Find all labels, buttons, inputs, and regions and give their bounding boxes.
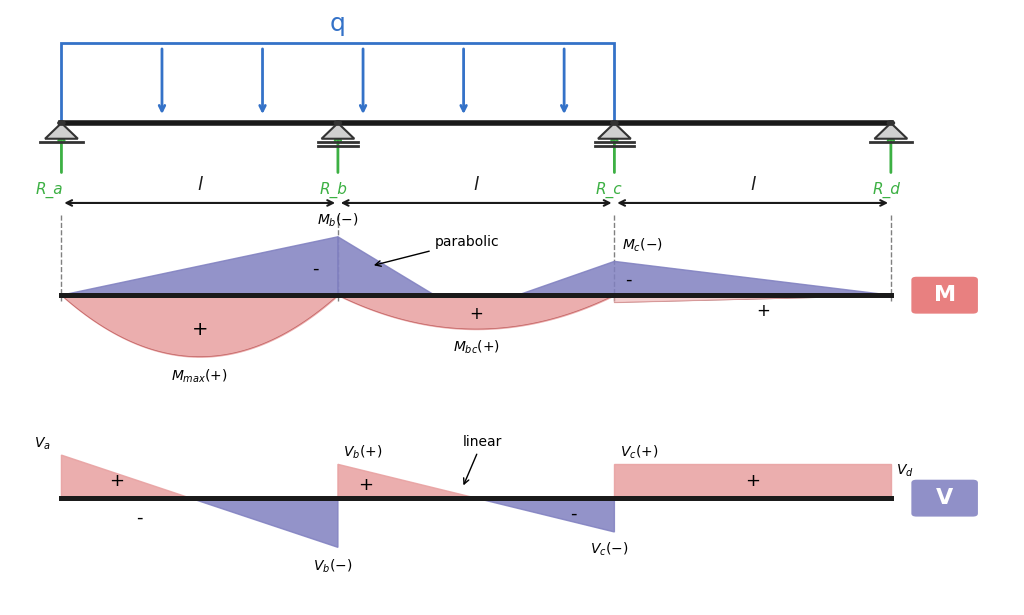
Text: V: V — [936, 488, 953, 508]
Text: $M_b(-)$: $M_b(-)$ — [317, 212, 358, 229]
FancyBboxPatch shape — [911, 277, 978, 314]
Text: l: l — [751, 176, 755, 194]
Text: q: q — [330, 12, 346, 36]
Text: $V_b(-)$: $V_b(-)$ — [313, 557, 352, 574]
Text: +: + — [191, 320, 208, 338]
Text: parabolic: parabolic — [375, 234, 500, 266]
Text: -: - — [569, 504, 577, 522]
Text: R_d: R_d — [872, 181, 900, 197]
Text: $V_c(-)$: $V_c(-)$ — [590, 541, 629, 558]
FancyBboxPatch shape — [911, 480, 978, 517]
Polygon shape — [598, 123, 631, 139]
Text: linear: linear — [462, 435, 502, 484]
Polygon shape — [476, 498, 614, 532]
Text: -: - — [625, 271, 632, 289]
Polygon shape — [61, 237, 338, 295]
Text: $V_a$: $V_a$ — [35, 435, 51, 452]
Polygon shape — [61, 455, 190, 498]
Text: +: + — [469, 305, 483, 323]
Text: $M_{max}(+)$: $M_{max}(+)$ — [171, 368, 228, 385]
Text: +: + — [745, 472, 760, 490]
Text: l: l — [198, 176, 202, 194]
Text: +: + — [756, 301, 770, 320]
Polygon shape — [614, 295, 891, 303]
Text: $V_b(+)$: $V_b(+)$ — [343, 444, 382, 461]
Circle shape — [610, 121, 618, 125]
Text: R_b: R_b — [319, 181, 347, 197]
Text: l: l — [474, 176, 478, 194]
Circle shape — [887, 121, 895, 125]
Circle shape — [57, 121, 66, 125]
Text: $M_c(-)$: $M_c(-)$ — [622, 237, 663, 254]
Text: R_c: R_c — [596, 181, 623, 197]
Text: +: + — [110, 472, 124, 490]
Polygon shape — [338, 464, 476, 498]
Text: $M_{bc}(+)$: $M_{bc}(+)$ — [453, 339, 500, 356]
Text: M: M — [934, 285, 955, 305]
Text: R_a: R_a — [36, 181, 63, 197]
Text: $V_c(+)$: $V_c(+)$ — [620, 444, 658, 461]
Text: $V_d$: $V_d$ — [896, 462, 913, 478]
Polygon shape — [190, 498, 338, 547]
Polygon shape — [517, 261, 891, 295]
Polygon shape — [45, 123, 78, 139]
Text: +: + — [358, 475, 373, 494]
Polygon shape — [614, 464, 891, 498]
Text: -: - — [312, 260, 319, 278]
Text: -: - — [136, 509, 143, 527]
Polygon shape — [338, 237, 434, 295]
Polygon shape — [874, 123, 907, 139]
Polygon shape — [322, 123, 354, 139]
Circle shape — [334, 121, 342, 125]
